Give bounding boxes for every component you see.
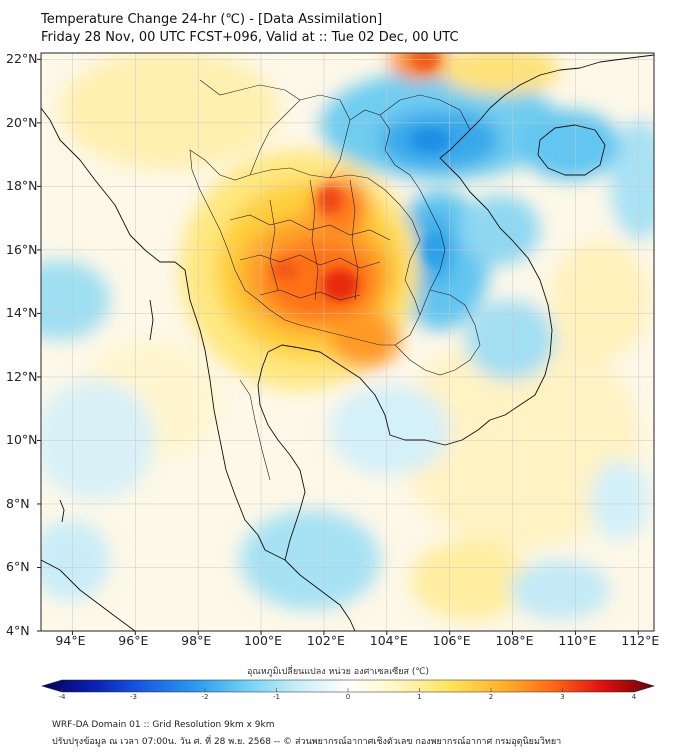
lat-tick-label: 6°N [6, 559, 30, 575]
border-myanmar-laos [249, 94, 351, 176]
lon-tick-label: 104°E [369, 633, 408, 648]
border-vietnam-china [379, 94, 471, 131]
colorbar-tick-label: -3 [130, 693, 137, 701]
field-hot-core [318, 186, 342, 214]
colorbar-tick-label: 4 [631, 693, 637, 701]
province-lines [229, 214, 391, 241]
field-cool-area [590, 460, 650, 540]
lat-tick-label: 14°N [6, 305, 38, 321]
field-warm-area [440, 53, 560, 95]
lon-tick-label: 102°E [306, 633, 345, 648]
province-lines [349, 179, 359, 301]
lat-tick-label: 8°N [6, 495, 30, 511]
coast-nicobar [59, 499, 65, 523]
coastlines [41, 54, 654, 631]
colorbar-label: อุณหภูมิเปลี่ยนแปลง หน่วย องศาเซลเซียส (… [246, 667, 430, 677]
axis-ticks [37, 58, 639, 635]
field-cool-area [330, 385, 450, 475]
field-warm-area [330, 312, 400, 368]
province-lines [269, 199, 279, 291]
coast-malay [284, 559, 356, 631]
province-lines [239, 254, 381, 269]
province-lines [309, 179, 319, 301]
field-warm-area [60, 53, 280, 170]
lat-tick-label: 22°N [6, 51, 38, 67]
lat-tick-label: 10°N [6, 432, 38, 448]
map-frame [40, 52, 655, 632]
field-cool-area [520, 110, 620, 180]
lat-tick-label: 4°N [6, 623, 30, 638]
field-hot-core [322, 269, 358, 301]
field-cool-area [41, 380, 155, 500]
field-cool-area [41, 260, 110, 340]
field-cold-core [410, 128, 450, 152]
colorbar-ticks [61, 688, 635, 692]
field-hot-core [411, 53, 439, 70]
province-lines [259, 289, 361, 301]
field-cool-area [460, 195, 540, 265]
colorbar-tick-label: 0 [345, 693, 351, 701]
borders [189, 79, 481, 481]
field-warm-area [550, 240, 650, 360]
field-cool-area [465, 300, 555, 380]
lat-tick-label: 18°N [6, 178, 38, 194]
coast-hainan [537, 124, 606, 176]
field-cool-area [240, 510, 380, 610]
field-cool-area [41, 520, 110, 600]
lon-tick-label: 110°E [558, 633, 597, 648]
field-warm-area [265, 240, 375, 320]
lat-tick-label: 20°N [6, 114, 38, 130]
field-hot-core [271, 260, 299, 280]
colorbar-tick-label: 1 [417, 693, 422, 701]
border-china [199, 79, 301, 101]
map-subtitle: Friday 28 Nov, 00 UTC FCST+096, Valid at… [41, 30, 459, 45]
footer-credit: ปรับปรุงข้อมูล ณ เวลา 07:00น. วัน ศ. ที่… [52, 737, 562, 747]
footer-model-info: WRF-DA Domain 01 :: Grid Resolution 9km … [52, 720, 275, 730]
border-cambodia [394, 289, 481, 376]
colorbar [40, 679, 656, 693]
colorbar-tick-label: 3 [560, 693, 565, 701]
field-cool-area [510, 560, 610, 620]
lon-tick-label: 96°E [118, 633, 149, 648]
coast-sumatra [41, 559, 136, 631]
coast-indochina [257, 54, 654, 561]
coast-myanmar-peninsula [41, 107, 286, 561]
field-cool-area [610, 120, 654, 240]
colorbar-tick-label: -2 [201, 693, 209, 701]
map-title: Temperature Change 24-hr (℃) - [Data Ass… [41, 12, 383, 27]
province-lines [239, 379, 271, 481]
colorbar-tick-label: 2 [488, 693, 494, 701]
lat-tick-label: 16°N [6, 241, 38, 257]
lon-tick-label: 106°E [432, 633, 471, 648]
colorbar-tick-label: -1 [273, 693, 280, 701]
field-warm-area [400, 330, 640, 550]
lat-tick-label: 12°N [6, 368, 38, 384]
lon-tick-label: 112°E [621, 633, 660, 648]
lon-tick-label: 100°E [244, 633, 283, 648]
coast-andaman [149, 299, 154, 341]
temperature-field [41, 53, 654, 631]
border-laos [329, 109, 446, 316]
lon-tick-label: 94°E [55, 633, 86, 648]
map-gridlines [41, 53, 654, 631]
field-warm-area [410, 540, 530, 620]
lon-tick-label: 108°E [495, 633, 534, 648]
colorbar-tick-label: -4 [58, 693, 66, 701]
lon-tick-label: 98°E [181, 633, 212, 648]
